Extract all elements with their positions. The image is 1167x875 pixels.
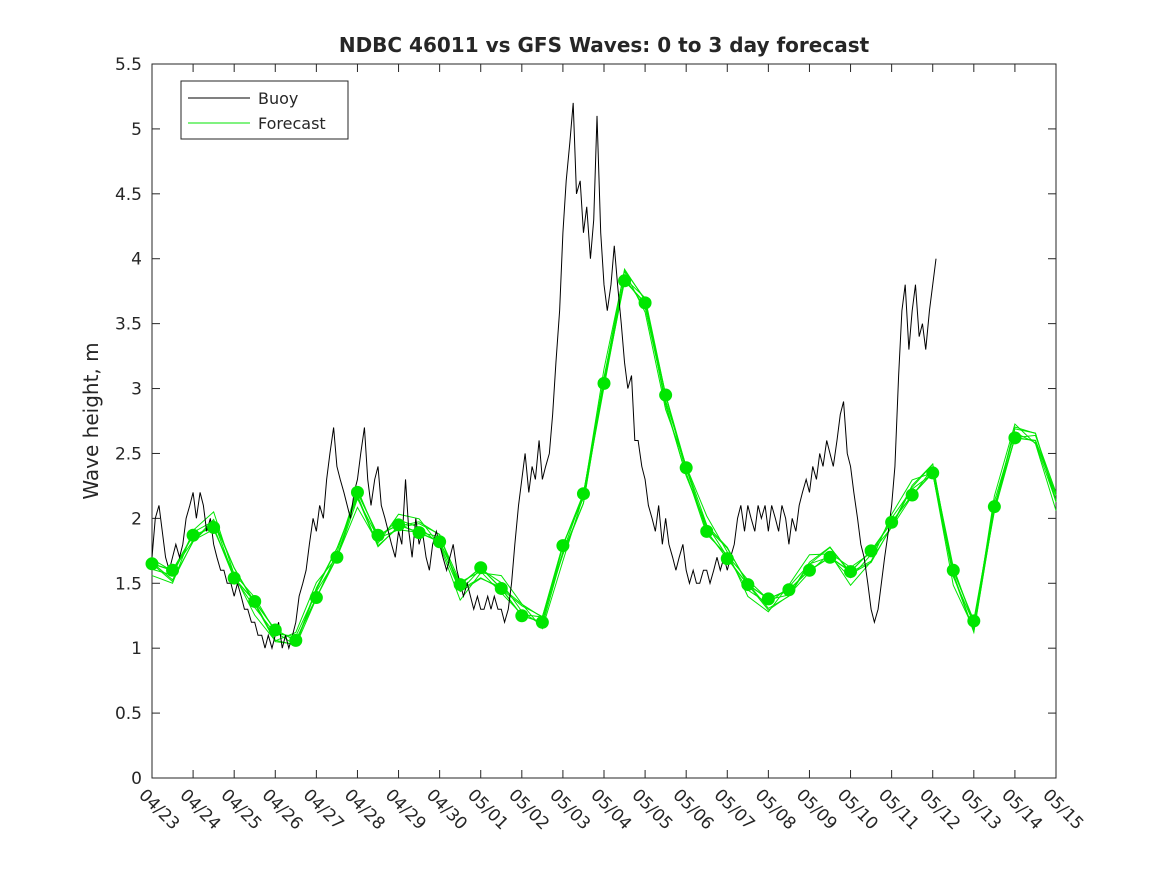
x-tick-label: 04/24	[176, 785, 225, 834]
forecast-marker	[597, 376, 611, 390]
plot-area	[151, 63, 1057, 779]
x-tick-label: 05/15	[1038, 785, 1087, 834]
x-tick-label: 04/30	[422, 785, 471, 834]
legend: Buoy Forecast	[180, 80, 349, 140]
y-tick-label: 1	[131, 639, 142, 659]
x-tick-label: 05/11	[874, 785, 923, 834]
forecast-marker	[761, 592, 775, 606]
x-tick-label: 05/06	[669, 785, 718, 834]
series-layer	[145, 102, 1057, 651]
forecast-marker	[289, 633, 303, 647]
forecast-marker	[576, 487, 590, 501]
forecast-marker	[1008, 431, 1022, 445]
y-tick-label: 3	[131, 380, 142, 400]
x-tick-label: 05/10	[833, 785, 882, 834]
y-tick-label: 4.5	[115, 185, 142, 205]
x-tick-label: 05/14	[997, 785, 1046, 834]
y-tick-label: 3.5	[115, 315, 142, 335]
forecast-marker	[844, 565, 858, 579]
forecast-marker	[207, 520, 221, 534]
forecast-marker	[330, 550, 344, 564]
forecast-marker	[186, 528, 200, 542]
y-tick-label: 5	[131, 120, 142, 140]
forecast-marker	[371, 528, 385, 542]
forecast-marker	[638, 296, 652, 310]
forecast-marker	[227, 571, 241, 585]
x-tick-label: 05/03	[545, 785, 594, 834]
forecast-marker	[659, 388, 673, 402]
y-tick-label: 0	[131, 769, 142, 789]
forecast-marker	[474, 561, 488, 575]
legend-box	[180, 80, 349, 140]
forecast-marker	[433, 535, 447, 549]
forecast-marker	[535, 615, 549, 629]
forecast-marker	[412, 526, 426, 540]
forecast-marker	[967, 614, 981, 628]
x-tick-label: 04/27	[299, 785, 348, 834]
forecast-marker	[700, 524, 714, 538]
y-tick-label: 2.5	[115, 444, 142, 464]
x-tick-label: 05/13	[956, 785, 1005, 834]
y-axis-label: Wave height, m	[79, 342, 103, 499]
y-tick-label: 5.5	[115, 55, 142, 75]
forecast-marker	[885, 515, 899, 529]
x-tick-label: 04/29	[381, 785, 430, 834]
forecast-marker	[268, 623, 282, 637]
x-tick-label: 05/04	[586, 785, 635, 834]
forecast-marker	[556, 539, 570, 553]
x-tick-label: 05/09	[792, 785, 841, 834]
forecast-marker	[679, 461, 693, 475]
x-tick-label: 05/12	[915, 785, 964, 834]
x-tick-label: 05/07	[710, 785, 759, 834]
forecast-marker	[248, 594, 262, 608]
y-tick-label: 0.5	[115, 704, 142, 724]
chart-title: NDBC 46011 vs GFS Waves: 0 to 3 day fore…	[339, 33, 870, 57]
x-tick-label: 04/26	[258, 785, 307, 834]
buoy-line	[151, 102, 937, 651]
x-tick-label: 05/05	[628, 785, 677, 834]
x-tick-label: 05/08	[751, 785, 800, 834]
forecast-marker	[145, 557, 159, 571]
forecast-marker	[741, 578, 755, 592]
y-tick-label: 4	[131, 250, 142, 270]
legend-buoy-label: Buoy	[258, 89, 298, 108]
x-tick-label: 05/01	[463, 785, 512, 834]
forecast-marker	[515, 609, 529, 623]
forecast-marker	[720, 552, 734, 566]
forecast-marker	[823, 550, 837, 564]
forecast-marker	[494, 581, 508, 595]
x-tick-label: 04/23	[134, 785, 183, 834]
legend-forecast-label: Forecast	[258, 114, 326, 133]
y-tick-label: 2	[131, 509, 142, 529]
x-tick-label: 04/25	[217, 785, 266, 834]
x-tick-label: 04/28	[340, 785, 389, 834]
forecast-marker	[392, 518, 406, 532]
forecast-marker	[946, 563, 960, 577]
forecast-marker	[905, 488, 919, 502]
forecast-marker	[926, 466, 940, 480]
y-axis: 0 0.5 1 1.5 2 2.5 3 3.5 4 4.5 5 5.5	[115, 55, 1056, 789]
x-tick-label: 05/02	[504, 785, 553, 834]
forecast-marker	[309, 591, 323, 605]
forecast-marker	[618, 274, 632, 288]
forecast-marker	[166, 563, 180, 577]
forecast-marker	[453, 578, 467, 592]
y-tick-label: 1.5	[115, 574, 142, 594]
forecast-marker	[987, 500, 1001, 514]
forecast-marker	[864, 544, 878, 558]
forecast-marker	[802, 563, 816, 577]
forecast-marker	[350, 485, 364, 499]
forecast-run-line	[151, 269, 1057, 642]
forecast-marker	[782, 583, 796, 597]
